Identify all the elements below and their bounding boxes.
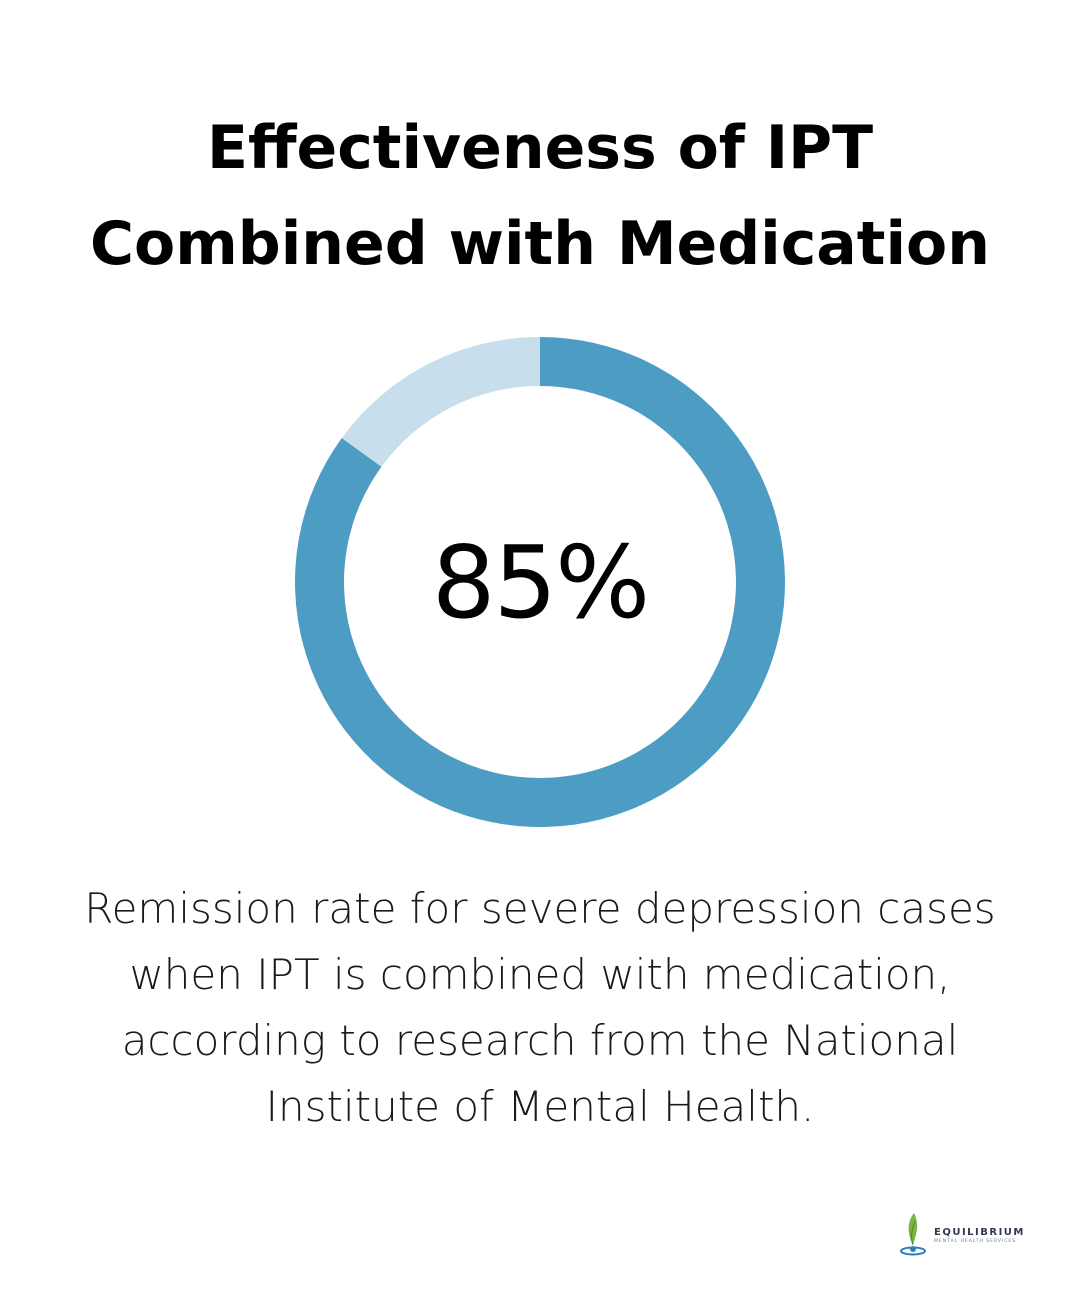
title-line-2: Combined with Medication xyxy=(90,209,990,279)
description-line-1: Remission rate for severe depression cas… xyxy=(84,884,996,933)
description-line-4: Institute of Mental Health. xyxy=(265,1082,815,1131)
brand-logo: EQUILIBRIUM MENTAL HEALTH SERVICES xyxy=(896,1210,1036,1260)
center-value-label: 85% xyxy=(431,523,650,641)
donut-svg xyxy=(295,337,785,827)
title-line-1: Effectiveness of IPT xyxy=(206,113,874,183)
logo-subtitle: MENTAL HEALTH SERVICES xyxy=(934,1238,1017,1244)
leaf-drop-icon xyxy=(900,1213,926,1256)
description: Remission rate for severe depression cas… xyxy=(50,876,1030,1140)
description-line-2: when IPT is combined with medication, xyxy=(129,950,951,999)
description-line-3: according to research from the National xyxy=(121,1016,959,1065)
logo-name: EQUILIBRIUM xyxy=(934,1226,1025,1238)
page-title: Effectiveness of IPT Combined with Medic… xyxy=(40,100,1040,292)
slice-remainder xyxy=(341,337,540,467)
donut-chart: 85% xyxy=(290,332,790,832)
